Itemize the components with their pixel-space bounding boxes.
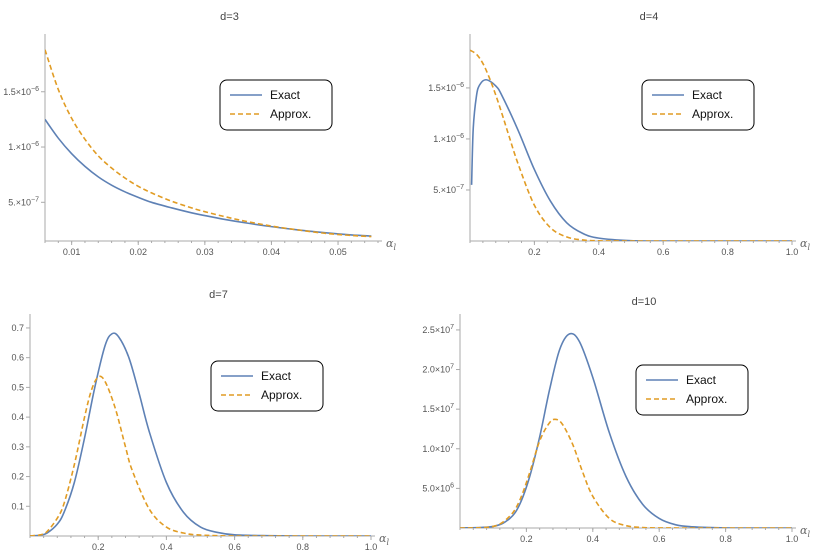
chart-panel-1: d=3 0.01 0.02 0.03 0.04 0.05 5.×10−7 1.×10−6 1.5…: [3, 11, 396, 257]
chart-title: d=3: [220, 11, 239, 23]
x-tick-label: 1.0: [786, 247, 799, 257]
x-tick-label: 0.6: [228, 542, 241, 552]
legend-label-approx: Approx.: [261, 388, 302, 402]
y-tick-label: 0.3: [11, 442, 24, 452]
series-exact-line: [460, 332, 792, 528]
y-tick-label: 0.6: [11, 353, 24, 363]
legend-label-exact: Exact: [270, 88, 301, 102]
x-tick-label: 1.0: [365, 542, 378, 552]
legend-box: [210, 360, 324, 412]
x-tick-label: 0.03: [196, 247, 214, 257]
legend-label-exact: Exact: [261, 369, 292, 383]
legend-label-exact: Exact: [692, 88, 723, 102]
chart-title: d=7: [209, 289, 228, 301]
legend-label-approx: Approx.: [692, 107, 733, 121]
y-tick-label: 2.5×107: [422, 324, 454, 335]
series-approx-line: [30, 375, 371, 536]
legend: Exact Approx.: [641, 79, 755, 131]
series-approx-line: [45, 49, 372, 238]
x-tick-label: 1.0: [786, 534, 799, 544]
x-tick-label: 0.6: [653, 534, 666, 544]
chart-title: d=4: [640, 11, 659, 23]
chart-panel-3: d=7 0.2 0.4 0.6 0.8 1.0 0.1 0.2 0.3 0.4 0.5 0.6 0.7 α…: [11, 289, 389, 552]
x-tick-label: 0.4: [593, 247, 606, 257]
x-tick-label: 0.05: [329, 247, 347, 257]
y-tick-label: 2.0×107: [422, 364, 454, 375]
legend: Exact Approx.: [219, 79, 333, 131]
legend: Exact Approx.: [210, 360, 324, 412]
series-approx-line: [470, 49, 792, 241]
chart-title: d=10: [632, 296, 657, 308]
y-tick-label: 1.5×10−6: [3, 86, 39, 97]
x-tick-label: 0.6: [657, 247, 670, 257]
y-tick-label: 1.5×10−6: [428, 82, 464, 93]
x-tick-label: 0.04: [263, 247, 281, 257]
y-tick-label: 5.×10−7: [433, 184, 464, 195]
y-tick-label: 0.5: [11, 382, 24, 392]
y-tick-label: 0.2: [11, 472, 24, 482]
x-tick-label: 0.4: [587, 534, 600, 544]
chart-panel-4: d=10 0.2 0.4 0.6 0.8 1.0 5.0×106 1.0×107 1.5×107…: [422, 296, 810, 544]
y-tick-label: 0.7: [11, 323, 24, 333]
y-tick-label: 0.4: [11, 412, 24, 422]
series-exact-line: [30, 332, 371, 536]
legend: Exact Approx.: [635, 364, 749, 416]
series-exact-line: [45, 118, 372, 237]
x-tick-label: 0.2: [92, 542, 105, 552]
y-tick-label: 1.×10−6: [433, 133, 464, 144]
y-tick-label: 5.×10−7: [8, 196, 39, 207]
x-tick-label: 0.4: [160, 542, 173, 552]
legend-box: [641, 79, 755, 131]
x-tick-label: 0.2: [528, 247, 541, 257]
series-exact-line: [470, 78, 792, 241]
series-approx-line: [460, 418, 792, 528]
x-axis-label: αl: [379, 532, 389, 547]
y-tick-label: 5.0×106: [422, 482, 454, 493]
x-axis-label: αl: [800, 524, 810, 539]
x-tick-label: 0.01: [63, 247, 81, 257]
chart-panel-2: d=4 0.2 0.4 0.6 0.8 1.0 5.×10−7 1.×10−6 1.5×10−6…: [428, 11, 810, 257]
legend-label-approx: Approx.: [686, 392, 727, 406]
y-tick-label: 1.5×107: [422, 403, 454, 414]
legend-label-approx: Approx.: [270, 107, 311, 121]
y-tick-label: 0.1: [11, 501, 24, 511]
x-tick-label: 0.8: [719, 534, 732, 544]
x-tick-label: 0.8: [297, 542, 310, 552]
x-axis-label: αl: [800, 237, 810, 252]
x-tick-label: 0.2: [520, 534, 533, 544]
y-tick-label: 1.0×107: [422, 443, 454, 454]
x-axis-label: αl: [386, 237, 396, 252]
legend-box: [219, 79, 333, 131]
legend-label-exact: Exact: [686, 373, 717, 387]
y-tick-label: 1.×10−6: [8, 141, 39, 152]
legend-box: [635, 364, 749, 416]
x-tick-label: 0.02: [129, 247, 147, 257]
x-tick-label: 0.8: [721, 247, 734, 257]
